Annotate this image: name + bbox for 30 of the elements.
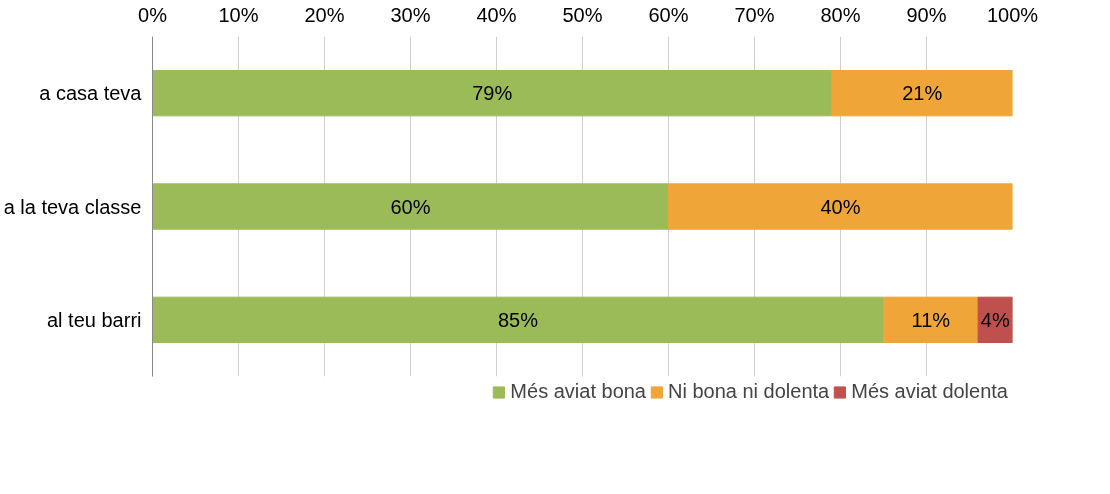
bar [883,296,979,343]
y-tick-label: al teu barri [47,308,142,331]
data-label: 40% [820,195,861,218]
x-tick-label: 90% [906,3,947,26]
data-label: 11% [911,308,951,331]
x-tick-label: 10% [218,3,259,26]
x-tick-label: 50% [562,3,603,26]
y-tick-label: a la teva classe [3,195,142,218]
legend-label: Més aviat bona [510,380,646,403]
x-tick-label: 30% [390,3,431,26]
data-label: 85% [497,308,539,331]
data-label: 60% [390,195,431,218]
data-label: 4% [980,308,1010,331]
bar [152,183,669,230]
x-tick-label: 100% [986,3,1039,26]
legend-label: Ni bona ni dolenta [668,380,830,403]
x-tick-label: 80% [820,3,861,26]
x-tick-label: 70% [734,3,775,26]
bar [668,183,1013,230]
x-tick-label: 20% [304,3,345,26]
x-tick-label: 60% [648,3,689,26]
x-tick-label: 0% [138,3,168,26]
y-tick-label: a casa teva [39,82,143,105]
legend-label: Més aviat dolenta [851,380,1008,403]
bar [152,296,884,343]
data-label: 79% [472,82,513,105]
bar [831,70,1013,117]
data-label: 21% [902,82,943,105]
x-tick-label: 40% [476,3,517,26]
bar [152,70,833,117]
